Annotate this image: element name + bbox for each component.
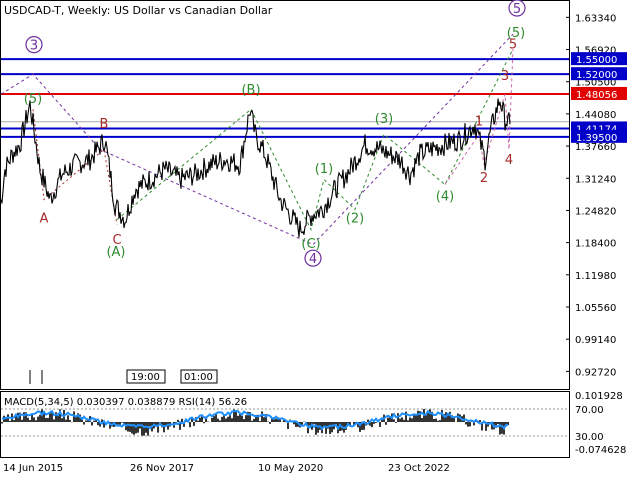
x-axis: 14 Jun 2015 26 Nov 2017 10 May 2020 23 O… bbox=[3, 463, 450, 474]
pink-wave-line bbox=[444, 49, 514, 185]
indicator-tick: 30.00 bbox=[575, 432, 604, 443]
indicator-tick: 70.00 bbox=[575, 405, 604, 416]
y-tick-label: 1.24820 bbox=[575, 206, 616, 217]
y-axis: 1.63340 1.56920 1.50500 1.44080 1.37660 1.312… bbox=[566, 13, 616, 378]
wave-label-circle bbox=[508, 0, 526, 17]
wave-label: C bbox=[112, 233, 121, 248]
y-tick-label: 1.44080 bbox=[575, 110, 616, 121]
level-tag-label: 1.48056 bbox=[576, 90, 617, 101]
level-tag bbox=[571, 86, 627, 100]
indicator-panel bbox=[1, 408, 509, 436]
wave-label: 3 bbox=[30, 39, 38, 54]
level-tag bbox=[571, 67, 627, 81]
y-tick-label: 1.50500 bbox=[575, 78, 616, 89]
wave-label: (5) bbox=[24, 92, 42, 107]
chart-title: USDCAD-T, Weekly: US Dollar vs Canadian … bbox=[4, 4, 273, 17]
y-tick-label: 1.37660 bbox=[575, 142, 616, 153]
wave-label-circle bbox=[25, 36, 43, 54]
y-tick-label: 1.18400 bbox=[575, 239, 616, 250]
wave-label: 4 bbox=[309, 252, 317, 267]
wave-label: (C) bbox=[301, 237, 320, 252]
indicator-tick: 0.101928 bbox=[575, 391, 623, 402]
y-tick-label: 1.56920 bbox=[575, 46, 616, 57]
indicator-signal-line bbox=[1, 409, 509, 431]
marker-box bbox=[180, 369, 218, 384]
wave-label-circle bbox=[304, 249, 322, 267]
marker-box bbox=[126, 369, 166, 384]
level-tag-label: 1.52000 bbox=[576, 70, 617, 81]
x-tick-label: 23 Oct 2022 bbox=[388, 463, 450, 474]
y-tick-label: 1.63340 bbox=[575, 13, 616, 24]
session-markers: 19:00 01:00 bbox=[29, 369, 218, 384]
wave-label: 5 bbox=[509, 38, 517, 53]
y-tick-label: 0.92720 bbox=[575, 367, 616, 378]
main-plot-frame bbox=[0, 0, 570, 390]
wave-label: B bbox=[100, 117, 109, 132]
level-tag-label: 1.55000 bbox=[576, 55, 617, 66]
wave-label: 5 bbox=[513, 2, 521, 17]
wave-label: (B) bbox=[241, 83, 260, 98]
price-series bbox=[0, 98, 511, 238]
wave-label: 3 bbox=[501, 69, 509, 84]
level-lines bbox=[1, 58, 569, 138]
level-tag bbox=[571, 52, 627, 66]
wave-label: 4 bbox=[505, 153, 513, 168]
y-tick-label: 1.31240 bbox=[575, 174, 616, 185]
x-tick-label: 10 May 2020 bbox=[258, 463, 323, 474]
wave-label: (1) bbox=[315, 162, 333, 177]
y-tick-label: 0.99140 bbox=[575, 335, 616, 346]
marker-label-1: 19:00 bbox=[131, 372, 160, 383]
y-tick-label: 1.05560 bbox=[575, 303, 616, 314]
x-tick-label: 26 Nov 2017 bbox=[130, 463, 194, 474]
wave-label: 2 bbox=[480, 171, 488, 186]
wave-label: (A) bbox=[106, 245, 125, 260]
wave-label: 1 bbox=[475, 114, 483, 129]
wave-label: (2) bbox=[346, 212, 364, 227]
wave-label: A bbox=[40, 212, 49, 227]
brown-wave-line bbox=[32, 109, 118, 225]
y-tick-label: 1.11980 bbox=[575, 271, 616, 282]
wave-label: (5) bbox=[507, 26, 525, 41]
price-line bbox=[0, 98, 511, 238]
x-tick-label: 14 Jun 2015 bbox=[3, 463, 63, 474]
marker-label-2: 01:00 bbox=[184, 372, 213, 383]
indicator-tick: -0.074628 bbox=[575, 445, 626, 456]
wave-label: (4) bbox=[436, 190, 454, 205]
indicator-frame bbox=[0, 391, 570, 458]
indicator-label: MACD(5,34,5) 0.030397 0.038879 RSI(14) 5… bbox=[4, 397, 247, 408]
level-tag bbox=[571, 129, 627, 143]
level-tag-label: 1.39500 bbox=[576, 133, 617, 144]
wave-label: (3) bbox=[375, 112, 393, 127]
